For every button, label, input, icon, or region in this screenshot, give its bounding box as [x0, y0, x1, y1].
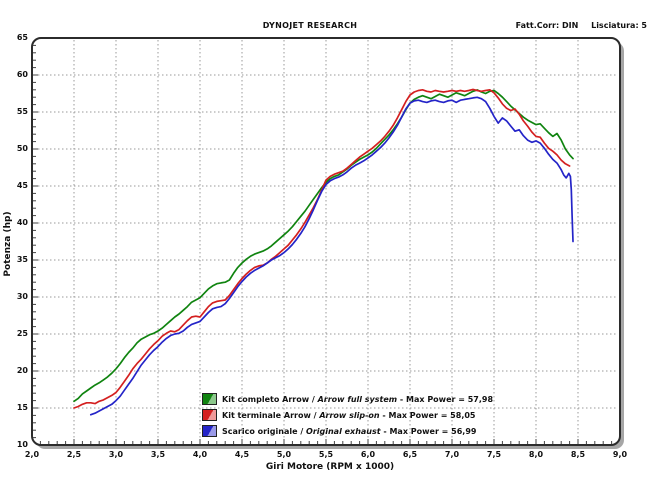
chart-title: DYNOJET RESEARCH [262, 21, 358, 30]
smoothing-label: Lisciatura: 5 [591, 21, 647, 30]
legend-label-suffix: - Max Power = 58,05 [379, 410, 476, 420]
curve-original-exhaust [89, 96, 574, 416]
legend-label-prefix: Kit completo Arrow / [222, 394, 318, 404]
y-axis-title: Potenza (hp) [3, 211, 13, 277]
correction-factor-label: Fatt.Corr: DIN [515, 21, 579, 30]
legend-label-prefix: Scarico originale / [222, 426, 307, 436]
legend-color-chip-red [202, 409, 217, 421]
legend-label-italic: Arrow slip-on [319, 410, 380, 420]
legend-label: Kit completo Arrow / Arrow full system -… [222, 395, 493, 404]
x-axis-title: Giri Motore (RPM x 1000) [265, 462, 395, 472]
legend-color-chip-blue [202, 425, 217, 437]
correction-info: Fatt.Corr: DIN Lisciatura: 5 [516, 21, 647, 30]
legend-label-suffix: - Max Power = 56,99 [380, 426, 477, 436]
legend-label-suffix: - Max Power = 57,98 [397, 394, 494, 404]
legend: Kit completo Arrow / Arrow full system -… [202, 391, 493, 439]
legend-label-prefix: Kit terminale Arrow / [222, 410, 320, 420]
legend-item-arrow-full-system: Kit completo Arrow / Arrow full system -… [202, 391, 493, 407]
legend-label-italic: Arrow full system [317, 394, 398, 404]
legend-label: Kit terminale Arrow / Arrow slip-on - Ma… [222, 411, 476, 420]
legend-label: Scarico originale / Original exhaust - M… [222, 427, 476, 436]
legend-item-original-exhaust: Scarico originale / Original exhaust - M… [202, 423, 493, 439]
legend-color-chip-green [202, 393, 217, 405]
legend-item-arrow-slip-on: Kit terminale Arrow / Arrow slip-on - Ma… [202, 407, 493, 423]
legend-label-italic: Original exhaust [306, 426, 381, 436]
